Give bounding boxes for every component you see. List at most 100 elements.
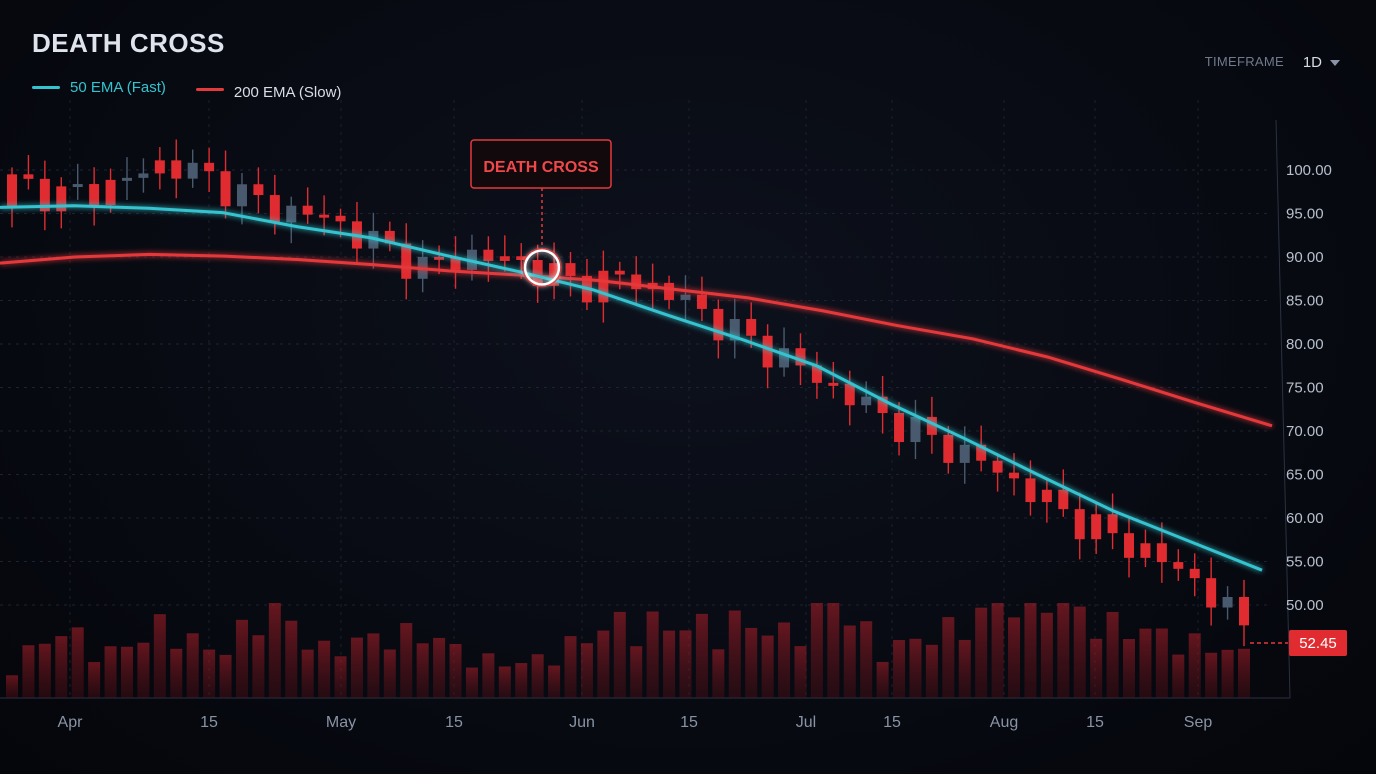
volume-bar: [893, 640, 906, 698]
candle-body: [1189, 568, 1200, 579]
y-tick-label: 55.00: [1286, 554, 1324, 571]
candle-body: [499, 256, 510, 261]
volume-bar: [400, 623, 413, 698]
volume-bar: [219, 654, 232, 698]
volume-bar: [1057, 603, 1070, 698]
volume-bar: [153, 614, 166, 698]
x-tick-label: May: [326, 714, 356, 731]
candle-body: [910, 416, 921, 443]
volume-bar: [1073, 606, 1086, 698]
candle-body: [253, 184, 264, 196]
volume-bar: [761, 635, 774, 698]
candle-body: [319, 214, 330, 218]
candle-body: [204, 162, 215, 172]
volume-bar: [1024, 603, 1037, 698]
candle-body: [713, 308, 724, 341]
candle-body: [171, 160, 182, 179]
candle-body: [72, 184, 83, 188]
candle-body: [1173, 562, 1184, 569]
volume-bar: [1040, 612, 1053, 698]
candle-body: [1058, 489, 1069, 510]
candle-body: [795, 348, 806, 366]
candle-body: [1009, 472, 1020, 479]
volume-bar: [1090, 638, 1103, 698]
volume-bar: [580, 643, 593, 698]
x-tick-label: 15: [200, 714, 218, 731]
volume-bar: [810, 603, 823, 698]
candle-body: [992, 460, 1003, 473]
candle-body: [943, 434, 954, 463]
timeframe-value: 1D: [1302, 54, 1322, 71]
y-tick-label: 70.00: [1286, 423, 1324, 440]
candle-body: [1091, 514, 1102, 540]
timeframe-select[interactable]: 1D: [1303, 54, 1340, 71]
volume-bar: [925, 644, 938, 698]
legend-item-slow[interactable]: 200 EMA (Slow): [195, 78, 341, 101]
annotation-label: DEATH CROSS: [483, 159, 599, 176]
volume-bar: [1188, 633, 1201, 698]
candle-body: [729, 319, 740, 341]
candle-body: [828, 382, 839, 386]
volume-bar: [38, 643, 51, 698]
volume-bar: [1106, 611, 1119, 698]
candle-body: [532, 259, 543, 286]
volume-bar: [137, 642, 150, 698]
candle-body: [335, 215, 346, 222]
y-tick-label: 100.00: [1286, 162, 1332, 179]
candle-body: [614, 270, 625, 275]
volume-bar: [548, 665, 561, 698]
y-tick-label: 65.00: [1286, 467, 1324, 484]
volume-bar: [1172, 654, 1185, 698]
volume-bar: [252, 635, 265, 698]
candle-body: [894, 412, 905, 443]
volume-bar: [120, 646, 133, 698]
volume-bar: [350, 637, 363, 698]
volume-bar: [679, 630, 692, 698]
candle-body: [1107, 514, 1118, 534]
chevron-down-icon: [1330, 59, 1340, 66]
timeframe-label: TIMEFRAME: [1204, 54, 1284, 69]
last-price-tag: [1289, 630, 1347, 656]
volume-bar: [663, 630, 676, 698]
candle-body: [269, 195, 280, 223]
candle-body: [236, 184, 247, 207]
candle-body: [976, 444, 987, 461]
ema-200-line: [0, 252, 1273, 428]
volume-bar: [1205, 652, 1218, 698]
volume-bar: [876, 661, 889, 698]
x-tick-label: Aug: [990, 714, 1018, 731]
volume-bar: [186, 633, 199, 698]
candle-body: [844, 383, 855, 406]
volume-bar: [909, 638, 922, 698]
legend: 50 EMA (Fast) 200 EMA (Slow): [32, 74, 341, 101]
ema-50-line: [0, 204, 1263, 572]
candle-body: [434, 256, 445, 260]
candle-body: [1074, 509, 1085, 540]
x-tick-label: Jun: [569, 714, 595, 731]
candle-body: [877, 396, 888, 413]
legend-label-fast: 50 EMA (Fast): [70, 79, 166, 96]
y-tick-label: 95.00: [1286, 206, 1324, 223]
candle-body: [1041, 489, 1052, 503]
candle-body: [105, 179, 116, 206]
candle-body: [598, 270, 609, 303]
x-tick-label: Jul: [796, 714, 816, 731]
volume-bar: [433, 637, 446, 698]
volume-bar: [975, 607, 988, 698]
volume-bar: [958, 639, 971, 698]
y-tick-label: 75.00: [1286, 380, 1324, 397]
volume-bar: [22, 645, 35, 698]
volume-bar: [301, 649, 314, 698]
volume-bar: [6, 675, 18, 698]
volume-bar: [1123, 639, 1136, 698]
legend-item-fast[interactable]: 50 EMA (Fast): [32, 74, 166, 101]
volume-bar: [778, 622, 791, 698]
volume-bar: [827, 603, 840, 698]
y-tick-label: 50.00: [1286, 597, 1324, 614]
volume-bar: [597, 630, 610, 698]
candle-body: [516, 256, 527, 260]
volume-bar: [334, 656, 347, 698]
volume-bar: [843, 625, 856, 698]
candle-body: [1206, 578, 1217, 608]
